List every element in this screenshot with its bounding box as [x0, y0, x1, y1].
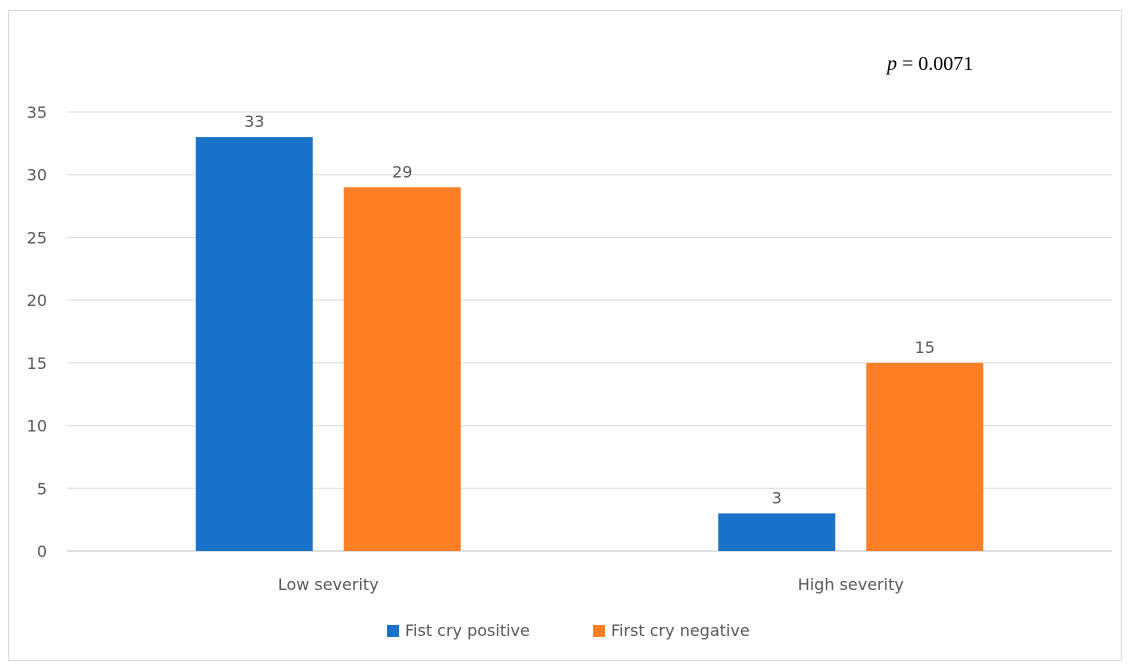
y-tick-label: 35	[27, 103, 47, 122]
bar	[343, 187, 461, 551]
bar	[195, 137, 313, 552]
chart-frame	[8, 10, 1122, 661]
data-label: 3	[772, 488, 782, 507]
y-tick-label: 20	[27, 291, 47, 310]
data-label: 33	[244, 112, 264, 131]
y-tick-label: 15	[27, 354, 47, 373]
p-value-text: = 0.0071	[897, 53, 973, 75]
x-category-label: High severity	[798, 575, 904, 594]
bar	[718, 513, 836, 551]
data-label: 15	[915, 338, 935, 357]
x-axis-categories: Low severity High severity	[278, 575, 904, 594]
data-label: 29	[392, 162, 412, 181]
y-tick-label: 5	[37, 479, 47, 498]
y-axis-ticks: 0 5 10 15 20 25 30 35	[27, 103, 47, 561]
legend-label: Fist cry positive	[405, 621, 530, 640]
y-tick-label: 10	[27, 417, 47, 436]
legend-swatch	[387, 625, 399, 637]
bars	[195, 137, 984, 552]
bar	[866, 362, 984, 551]
y-tick-label: 30	[27, 166, 47, 185]
p-value-annotation: p = 0.0071	[885, 53, 973, 75]
x-category-label: Low severity	[278, 575, 379, 594]
y-tick-label: 25	[27, 228, 47, 247]
legend: Fist cry positive First cry negative	[387, 621, 750, 640]
legend-label: First cry negative	[611, 621, 750, 640]
legend-swatch	[593, 625, 605, 637]
y-tick-label: 0	[37, 542, 47, 561]
data-labels: 33 29 3 15	[244, 112, 935, 507]
p-value-symbol: p	[885, 53, 897, 75]
